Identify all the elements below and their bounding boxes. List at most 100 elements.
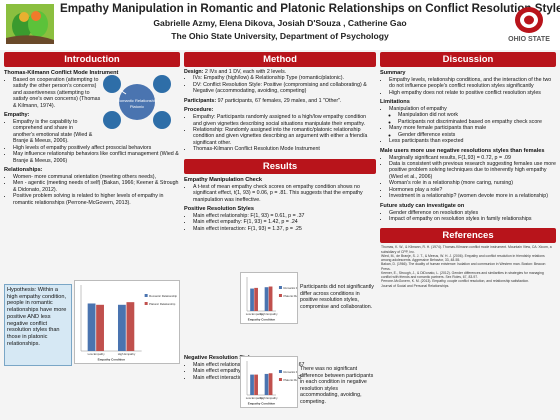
trends-list: Marginally significant results, F(1,93) … — [380, 155, 556, 200]
empathy-list: Empathy is the capability to comprehend … — [4, 119, 180, 164]
summary-title: Summary — [380, 70, 406, 76]
procedure-bullet: Relationship: Randomly assigned into the… — [193, 127, 376, 146]
future-bullet: Impact of empathy on resolution styles i… — [389, 216, 556, 222]
method-body: Design: 2 IVs and 1 DV, each with 2 leve… — [184, 69, 376, 153]
empathy-title: Empathy: — [4, 112, 30, 119]
trends-bullet: Hormones play a role? — [389, 187, 556, 193]
legend-label: Romantic Relationship — [149, 294, 177, 298]
design-title: Design: — [184, 69, 204, 75]
bar — [250, 374, 254, 395]
reference-item: Perrone-McGovern, K. M. (2013). Empathy,… — [381, 279, 530, 284]
bar — [87, 303, 96, 351]
x-axis-label: Empathy Condition — [98, 358, 126, 362]
empathy-bullet: High levels of empathy positively affect… — [13, 145, 180, 151]
future-list: Gender difference on resolution styles I… — [380, 210, 556, 223]
positive-effect: Main effect relationship: F(1, 93) = 0.6… — [193, 213, 376, 219]
x-tick-label: High Empathy — [260, 396, 278, 400]
design-text: 2 IVs and 1 DV, each with 2 levels. — [204, 69, 287, 75]
legend-swatch — [278, 294, 282, 297]
bar — [268, 286, 273, 311]
introduction-section: Introduction Thomas-Kilmann Conflict Mod… — [4, 52, 180, 206]
future-bullet: Gender difference on resolution styles — [389, 210, 556, 216]
design-list: IVs: Empathy (high/low) & Relationship T… — [184, 75, 376, 94]
bar — [126, 302, 135, 351]
references-list: Thomas, K. W., & Kilmann, R. H. (1974). … — [380, 243, 556, 290]
trends-bullet: Investment in a relationship? (women dev… — [389, 193, 556, 199]
discussion-heading: Discussion — [380, 52, 556, 67]
x-tick-label: Low Empathy — [88, 352, 106, 356]
ohio-state-logo: OHIO STATE — [508, 7, 550, 43]
design-bullet: IVs: Empathy (high/low) & Relationship T… — [193, 75, 376, 81]
limitation-item: Many more female participants than male … — [389, 125, 556, 138]
parrots-image — [6, 4, 54, 44]
introduction-body: Thomas-Kilmann Conflict Mode Instrument … — [4, 70, 180, 206]
discussion-section: Discussion Summary Empathy levels, relat… — [380, 52, 556, 290]
legend-label: Romantic Relationship — [283, 370, 298, 374]
reference-item: Wied, M., de Branje, S. J. T., & Meeus, … — [381, 253, 545, 263]
legend-swatch — [144, 302, 148, 305]
chart-intro: Low Empathy High Empathy Empathy Condition… — [74, 280, 180, 364]
participants-text: 97 participants, 67 females, 29 males, a… — [217, 97, 342, 104]
results-heading: Results — [184, 158, 376, 174]
trends-title: Male users more use negative resolutions… — [380, 147, 545, 154]
check-bullet: A t-test of mean empathy check scores on… — [193, 184, 376, 203]
legend-swatch — [278, 378, 282, 381]
bar — [268, 373, 273, 395]
x-axis-label: Empathy Condition — [248, 402, 276, 406]
summary-bullet: Empathy levels, relationship conditions,… — [389, 77, 556, 90]
references-heading: References — [380, 228, 556, 244]
bar — [264, 373, 269, 395]
limitation-sub: Gender difference exists — [398, 132, 556, 138]
reference-item: Keener, E., Strough, J., & DiDonato, L. … — [381, 270, 544, 280]
legend-swatch — [144, 294, 148, 297]
method-heading: Method — [184, 52, 376, 67]
procedure-title: Procedure: — [184, 107, 214, 114]
tki-bullet: Based on cooperation (attempting to sati… — [13, 77, 103, 109]
logo-text: OHIO STATE — [508, 36, 550, 43]
bar — [250, 288, 254, 311]
procedure-bullet: Thomas-Kilmann Conflict Resolution Mode … — [193, 146, 376, 152]
participants-title: Participants: — [184, 97, 217, 104]
reference-item: Journal of Social and Personal Relations… — [381, 283, 450, 288]
relationships-bullet: Men - agentic (meeting needs of self) (B… — [13, 180, 180, 193]
check-title: Empathy Manipulation Check — [184, 176, 263, 183]
x-tick-label: Low Empathy — [246, 396, 264, 400]
positive-effect: Main effect empathy: F(1, 93) = 1.42, p … — [193, 219, 376, 225]
bar — [264, 287, 269, 311]
tki-title: Thomas-Kilmann Conflict Mode Instrument — [4, 70, 119, 76]
limitation-sub: Participants not discriminated based on … — [398, 119, 556, 125]
x-tick-label: Low Empathy — [246, 312, 264, 316]
legend-swatch — [278, 370, 282, 373]
poster-authors: Gabrielle Azmy, Elena Dikova, Josiah D'S… — [153, 18, 407, 28]
method-section: Method Design: 2 IVs and 1 DV, each with… — [184, 52, 376, 232]
summary-list: Empathy levels, relationship conditions,… — [380, 77, 556, 96]
positive-note: Participants did not significantly diffe… — [300, 284, 374, 310]
legend-label: Platonic Relationship — [149, 302, 176, 306]
legend-label: Platonic Relationship — [283, 294, 298, 298]
reference-item: Thomas, K. W., & Kilmann, R. H. (1974). … — [381, 245, 552, 254]
x-axis-label: Empathy Condition — [248, 318, 276, 322]
results-body: Empathy Manipulation Check A t-test of m… — [184, 177, 376, 232]
reference-item: Bakan, D. (1966). The duality of human e… — [381, 262, 546, 271]
hypothesis-box: Hypothesis: Within a high empathy condit… — [4, 284, 72, 366]
trends-bullet: Data is consistent with previous researc… — [389, 161, 556, 180]
bar — [254, 374, 258, 395]
poster-title: Empathy Manipulation in Romantic and Pla… — [60, 2, 560, 15]
diagram-label-sub: Platonic — [130, 104, 144, 109]
bar — [117, 304, 126, 351]
poster-header: Empathy Manipulation in Romantic and Pla… — [0, 0, 560, 50]
future-title: Future study can investigate on — [380, 202, 465, 209]
legend-swatch — [278, 286, 282, 289]
relationships-title: Relationships: — [4, 167, 43, 174]
empathy-bullet: May influence relationship behaviors lik… — [13, 151, 180, 164]
relationships-bullet: Women- more communal orientation (meetin… — [13, 174, 180, 180]
relationships-bullet: Positive problem solving is related to h… — [13, 193, 180, 206]
poster-affiliation: The Ohio State University, Department of… — [171, 31, 389, 41]
check-list: A t-test of mean empathy check scores on… — [184, 184, 376, 203]
limitation-item: Less participants than expected — [389, 138, 556, 144]
limitation-sub: Manipulation did not work — [398, 112, 556, 118]
limitations-title: Limitations — [380, 99, 410, 106]
